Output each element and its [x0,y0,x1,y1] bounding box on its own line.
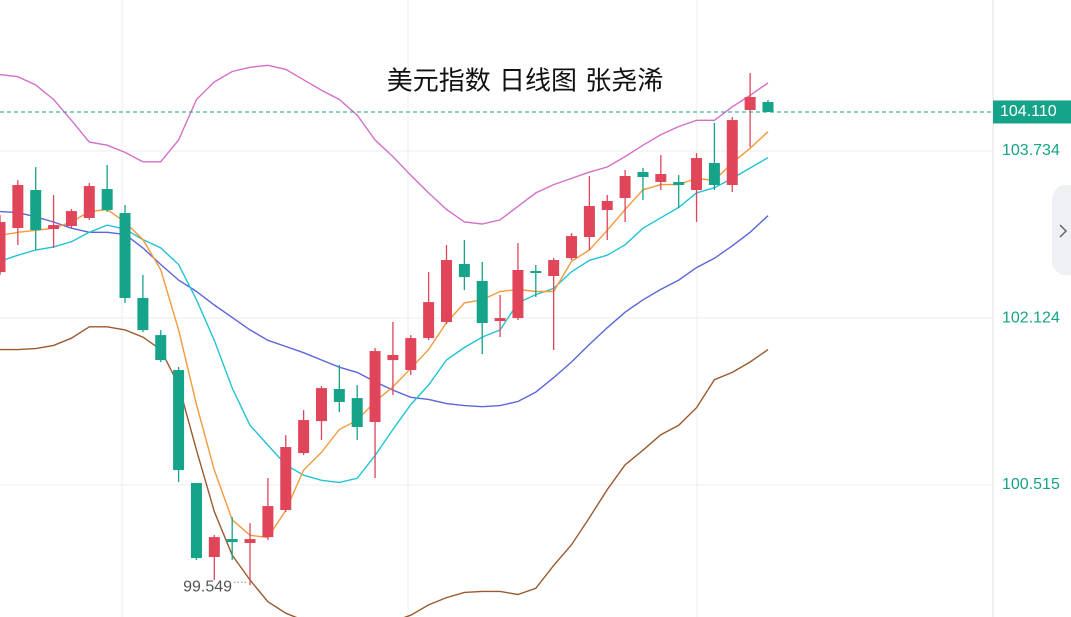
candle-body [173,370,185,471]
candle-body [691,158,703,190]
candle-body [0,222,6,273]
indicator-line [0,156,769,484]
candle-body [744,97,756,110]
candle-body [83,186,95,219]
indicator-line [0,210,769,408]
indicator-line [0,64,769,225]
candle-body [119,213,131,299]
last-price-box [993,100,1071,124]
last-price-label: 104.110 [1000,103,1057,120]
candle-body [387,354,399,361]
candle-body [548,260,560,277]
side-tab-bg[interactable] [1052,185,1071,275]
candle-body [333,389,345,402]
candle-body [351,398,363,428]
candle-body [673,182,685,186]
candle-body [190,483,202,559]
candle-body [65,211,77,227]
candle-body [423,302,435,339]
candle-body [12,185,24,228]
y-tick-label: 102.124 [1002,309,1060,326]
candle-body [655,174,667,183]
candle-body [476,281,488,324]
candle-body [155,335,167,361]
candle-body [405,338,417,371]
candle-body [315,388,327,422]
low-marker-label: 99.549 [183,578,232,595]
candle-body [48,225,60,230]
candle-body [244,539,256,544]
y-tick-label: 103.734 [1002,142,1060,159]
indicator-line [0,326,769,617]
candle-body [637,172,649,178]
candle-body [601,200,613,211]
candle-body [298,420,310,454]
side-tab-arrow[interactable] [1059,224,1068,238]
candle-body [369,351,381,423]
candle-body [441,260,452,322]
candle-body [137,298,149,331]
side-tab[interactable] [1052,185,1071,275]
candle-body [226,539,238,543]
y-tick-label: 100.515 [1002,476,1060,493]
candle-body [708,163,720,186]
candle-body [762,102,774,112]
candle-body [208,537,220,558]
candle-body [726,120,738,186]
candle-body [101,189,113,211]
candle-body [619,175,631,198]
candle-body [280,447,292,511]
vertical-grid [121,0,698,617]
candle-body [30,189,42,231]
indicator-line [0,131,769,539]
plot: 99.549 [0,64,993,617]
candle-body [566,236,578,259]
candle-body [458,263,470,278]
candle-body [512,270,524,319]
candle-body [262,506,274,538]
chart-title: 美元指数 日线图 张尧浠 [387,67,664,97]
candle-body [530,271,542,274]
candle-body [583,205,595,238]
candle-body [494,318,506,322]
